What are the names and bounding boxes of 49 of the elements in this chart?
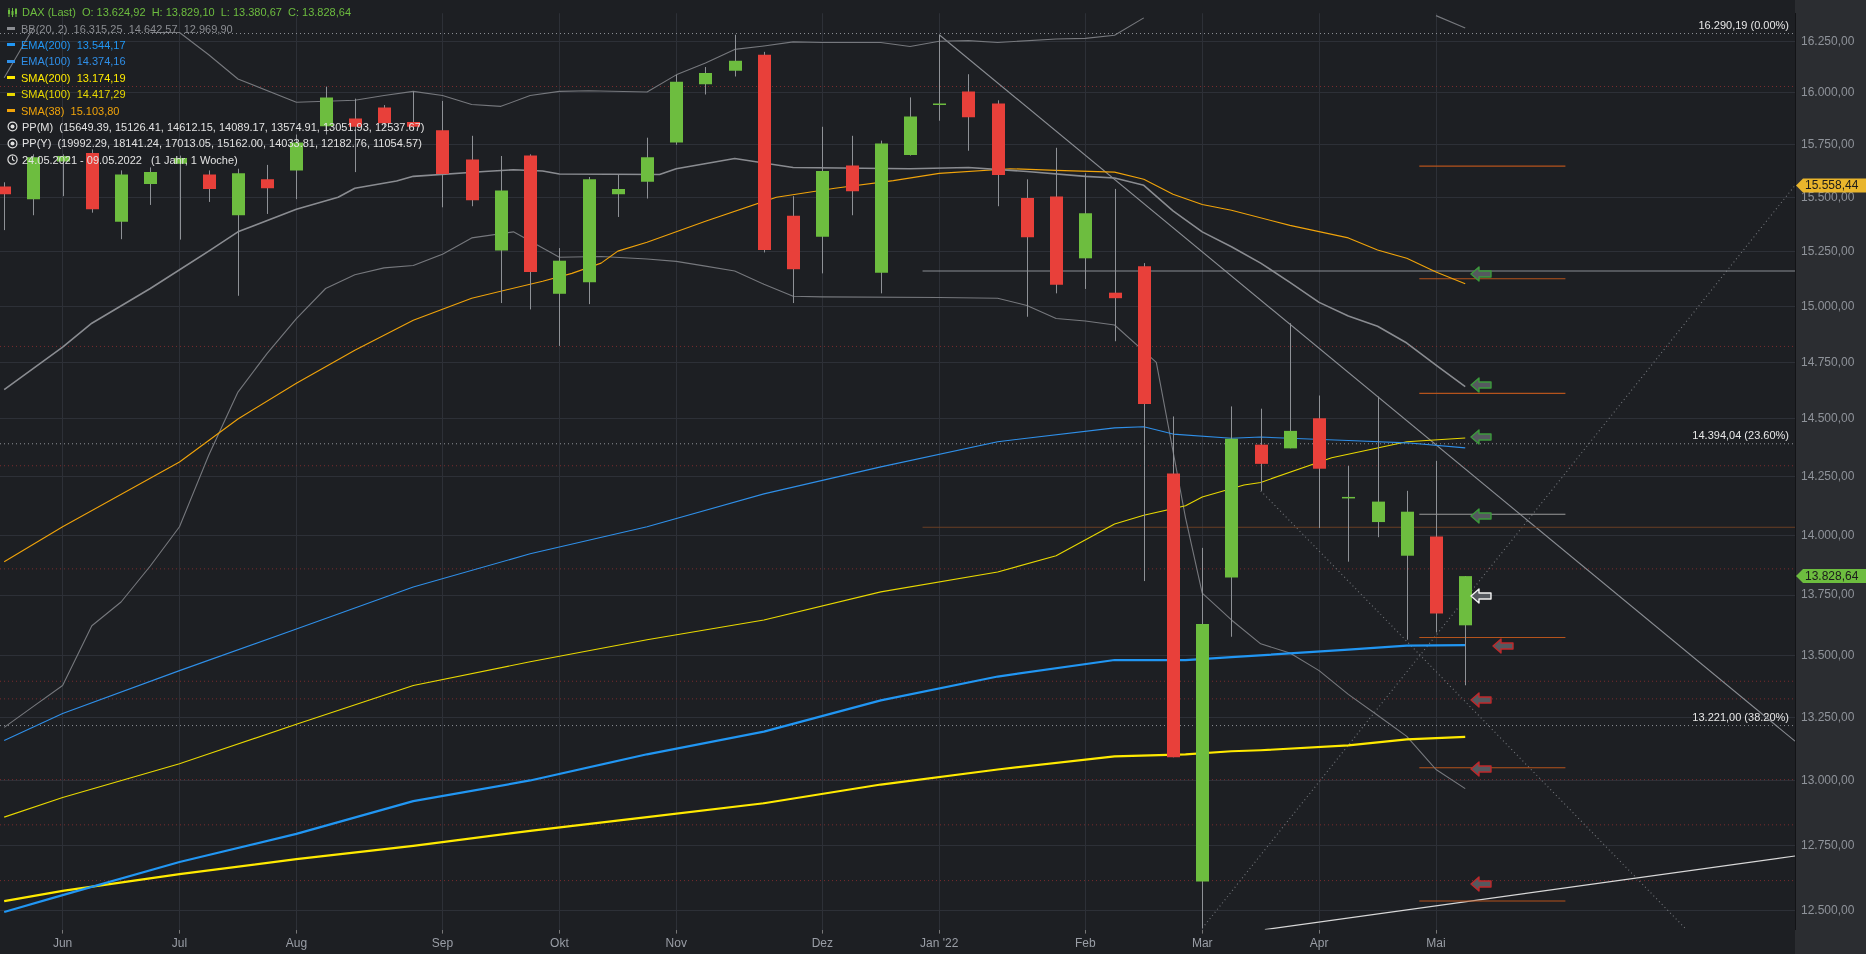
y-tick-label: 13.250,00	[1801, 710, 1855, 725]
chart-title: DAX (Last)	[22, 6, 76, 19]
y-tick-label: 14.500,00	[1801, 411, 1855, 426]
legend-label: EMA(100) 14.374,16	[21, 55, 126, 68]
y-tick-label: 15.500,00	[1801, 190, 1855, 205]
x-tick-label: Jun	[52, 936, 73, 951]
x-tick-label: Apr	[1309, 936, 1329, 951]
annotation: 15.558,44	[1805, 178, 1859, 193]
candlestick	[699, 66, 712, 95]
ref-line-label: 16.290,19 (0.00%)	[1698, 18, 1789, 31]
x-tick-label: Mar	[1191, 936, 1213, 951]
y-tick-label: 12.750,00	[1801, 837, 1855, 852]
x-tick-label: Jan '22	[920, 936, 959, 951]
ref-line-label: 13.221,00 (38.20%)	[1692, 710, 1789, 723]
candlestick	[144, 166, 157, 206]
candlestick	[1284, 322, 1297, 449]
y-tick-label: 12.500,00	[1801, 903, 1855, 918]
text: SMA(200) 13.174,19	[21, 71, 126, 84]
y-tick-label: 13.750,00	[1801, 587, 1855, 602]
y-tick-label: 14.750,00	[1801, 354, 1855, 369]
legend-label: BB(20, 2) 16.315,25 14.642,57 12.969,90	[21, 22, 233, 35]
y-tick-label: 13.500,00	[1801, 648, 1855, 663]
x-tick-label: Aug	[285, 936, 308, 951]
y-tick-label: 16.250,00	[1801, 33, 1855, 48]
x-tick-label: Sep	[431, 936, 454, 951]
x-tick-label: Feb	[1075, 936, 1097, 951]
x-tick-label: Mai	[1426, 936, 1446, 951]
ref-line-label: 14.394,04 (23.60%)	[1692, 428, 1789, 441]
y-tick-label: 15.750,00	[1801, 137, 1855, 152]
candlestick	[261, 164, 274, 215]
x-tick-label: Dez	[811, 936, 834, 951]
candlestick	[203, 169, 216, 203]
legend-label: SMA(38) 15.103,80	[21, 104, 120, 117]
y-tick-label: 13.000,00	[1801, 773, 1855, 788]
x-tick-label: Jul	[171, 936, 188, 951]
x-tick-label: Nov	[665, 936, 687, 951]
candlestick	[729, 34, 742, 78]
y-tick-label: 15.250,00	[1801, 244, 1855, 259]
y-tick-label: 15.000,00	[1801, 298, 1855, 313]
legend-label: SMA(100) 14.417,29	[21, 88, 126, 101]
x-tick-label: Okt	[550, 936, 570, 951]
y-tick-label: 16.000,00	[1801, 84, 1855, 99]
legend-label: EMA(200) 13.544,17	[21, 38, 126, 51]
candlestick	[612, 173, 625, 218]
text: 13.828,64	[1805, 568, 1859, 583]
y-tick-label: 14.000,00	[1801, 527, 1855, 542]
candlestick	[0, 181, 11, 231]
annotation: O: 13.624,92 H: 13.829,10 L: 13.380,67 C: 13.828,64	[80, 6, 352, 19]
y-tick-label: 14.250,00	[1801, 468, 1855, 483]
